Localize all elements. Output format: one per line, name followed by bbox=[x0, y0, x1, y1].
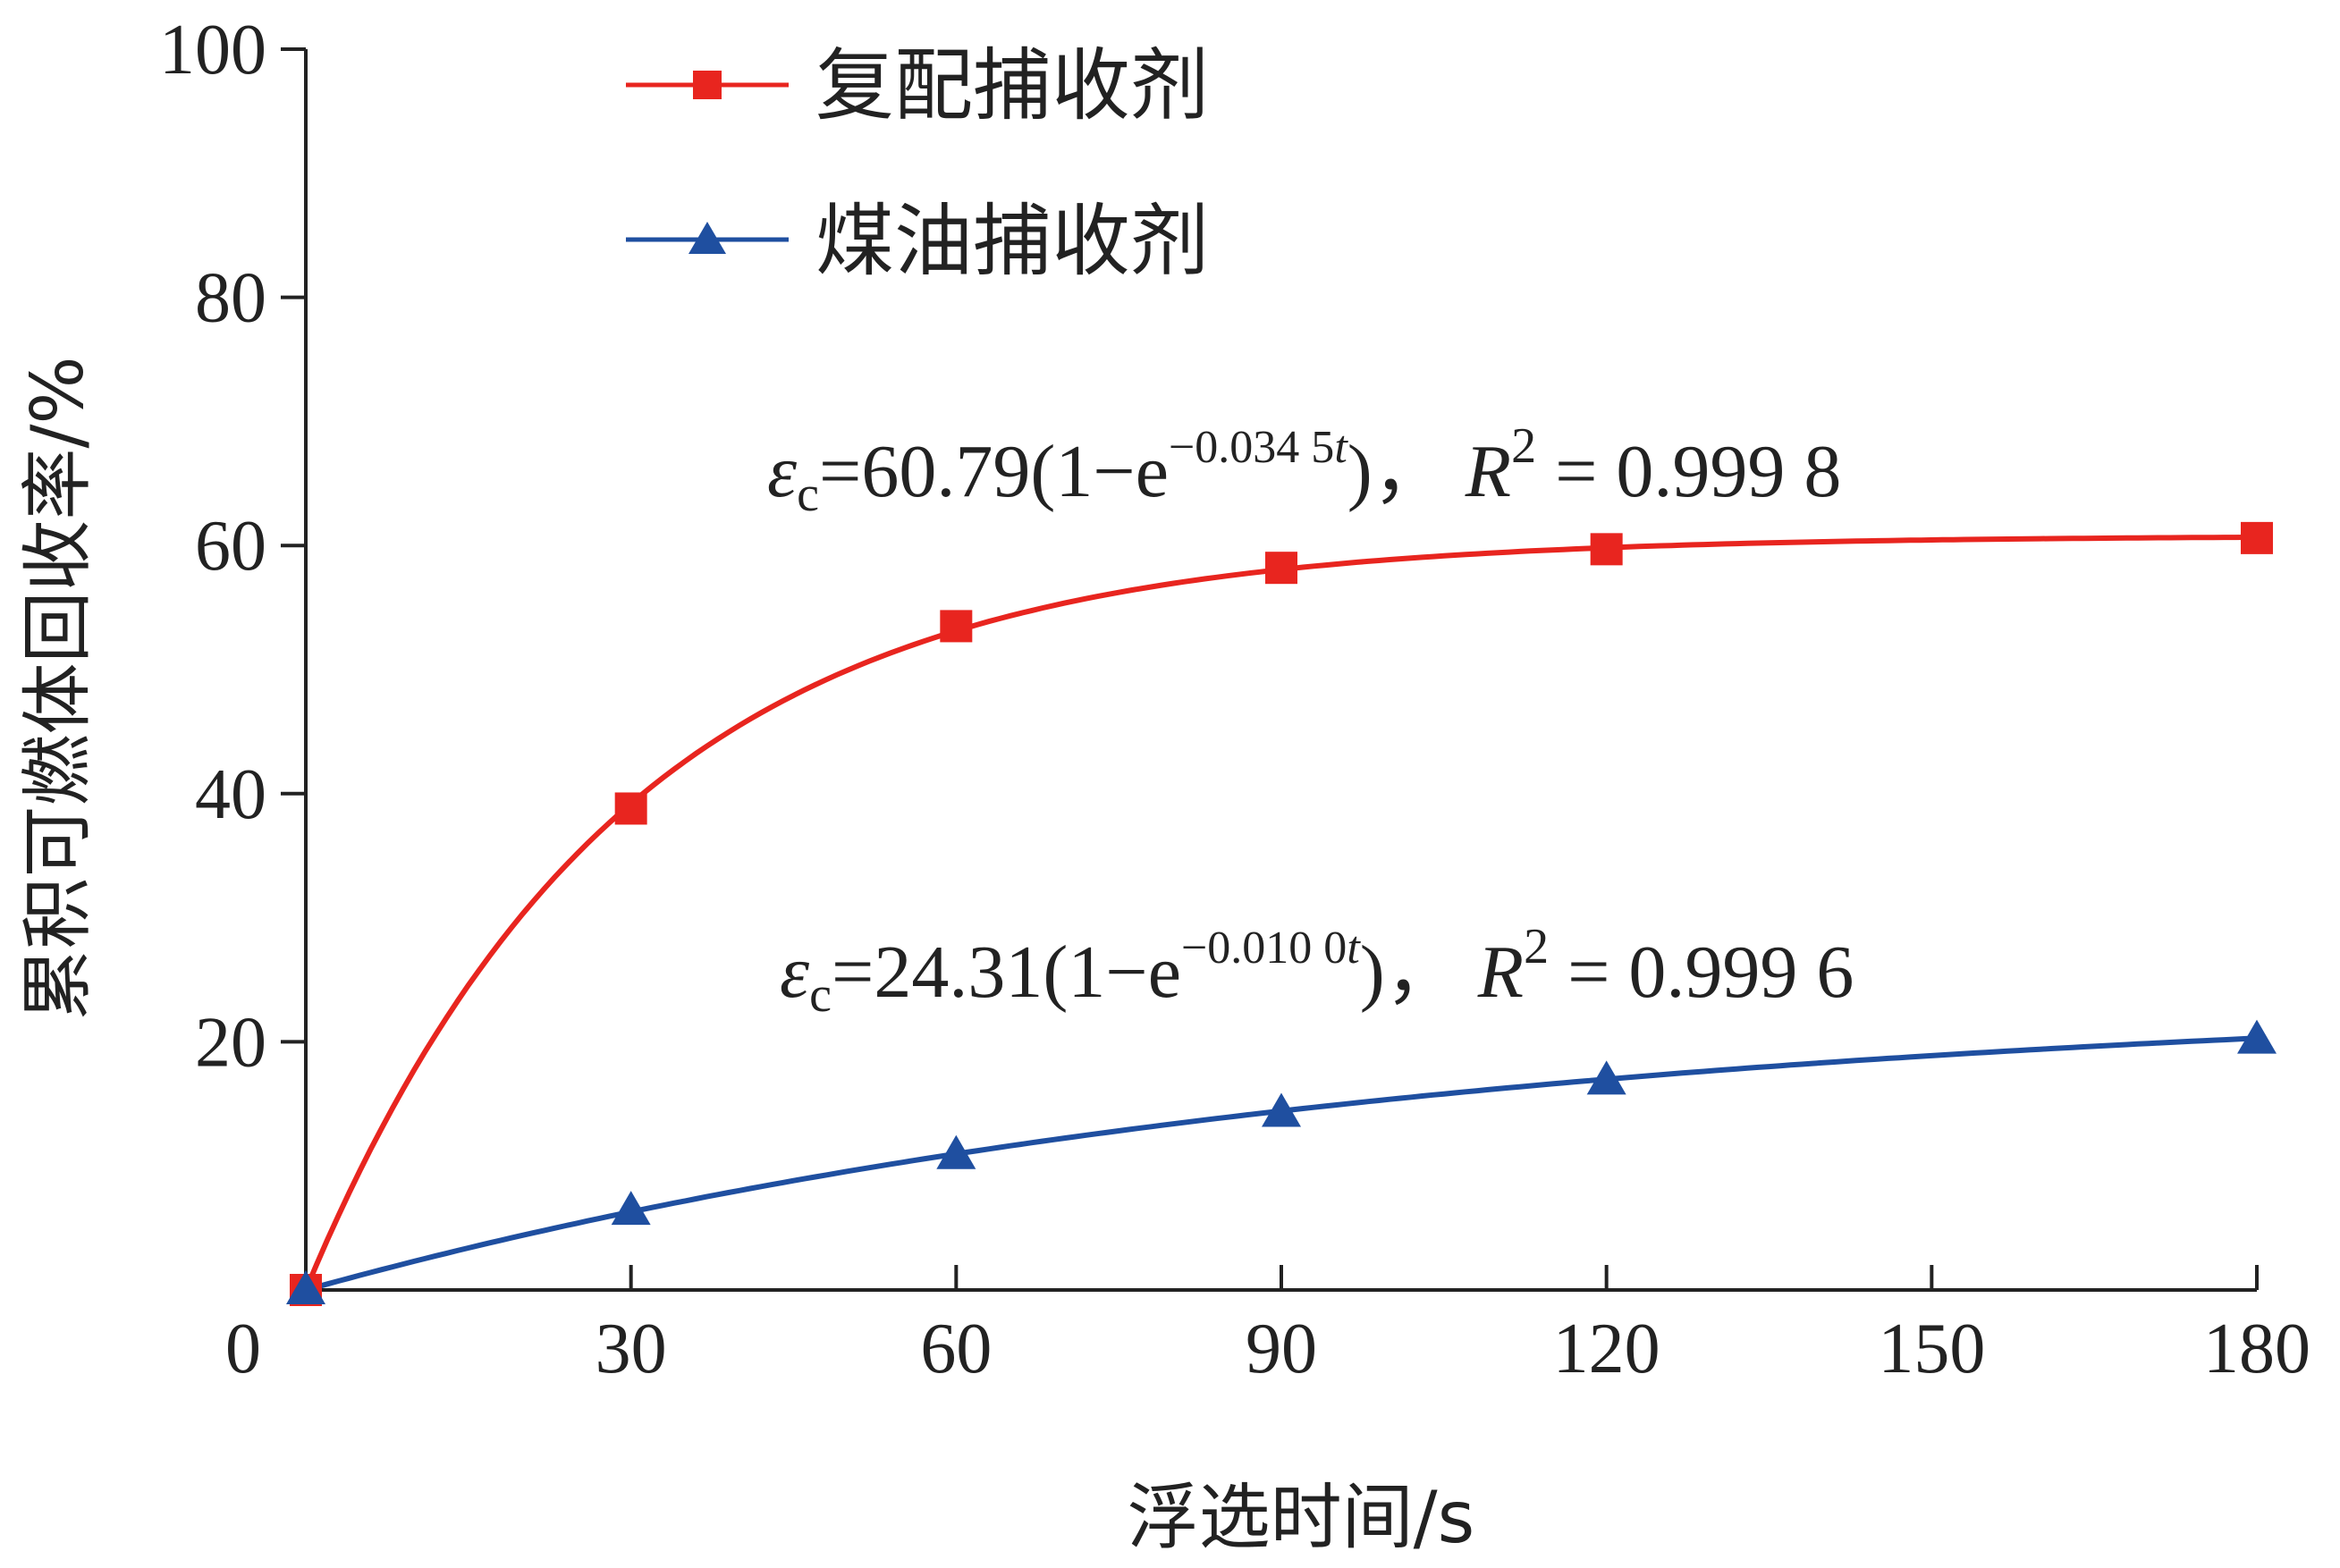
y-tick-label-60: 60 bbox=[195, 507, 266, 586]
eq-compound-exponent-var: t bbox=[1334, 422, 1348, 473]
data-markers bbox=[286, 521, 2277, 1306]
legend-entry-kerosene: 煤油捕收剂 bbox=[626, 195, 1209, 287]
eq-compound-r-value: = 0.999 8 bbox=[1536, 430, 1841, 513]
legend: 复配捕收剂 煤油捕收剂 bbox=[626, 39, 1209, 287]
y-tick-label-80: 80 bbox=[195, 259, 266, 338]
eq-compound-r-power: 2 bbox=[1511, 418, 1536, 474]
eq-compound-close: )， bbox=[1347, 430, 1448, 513]
point-0-2 bbox=[940, 610, 973, 643]
x-tick-label-90: 90 bbox=[1246, 1310, 1317, 1388]
equation-kerosene: εc=24.31(1−e−0.010 0t)， R2 = 0.999 6 bbox=[780, 919, 1854, 1023]
eq-kerosene-r: R bbox=[1477, 931, 1524, 1014]
point-1-0 bbox=[286, 1270, 325, 1304]
x-axis-title: 浮选时间/s bbox=[1128, 1476, 1475, 1559]
legend-entry-compound: 复配捕收剂 bbox=[626, 39, 1209, 131]
eq-kerosene-symbol: ε bbox=[780, 931, 810, 1014]
equation-compound: εc=60.79(1−e−0.034 5t)， R2 = 0.999 8 bbox=[767, 418, 1841, 522]
eq-compound-r: R bbox=[1465, 430, 1511, 513]
x-tick-label-120: 120 bbox=[1553, 1310, 1660, 1388]
x-tick-label-180: 180 bbox=[2203, 1310, 2310, 1388]
point-1-1 bbox=[611, 1191, 651, 1226]
eq-kerosene-exponent-var: t bbox=[1347, 923, 1361, 974]
eq-kerosene-subscript: c bbox=[809, 967, 832, 1023]
eq-compound-exponent: −0.034 5 bbox=[1169, 422, 1334, 473]
eq-compound-subscript: c bbox=[797, 467, 819, 522]
point-1-5 bbox=[2237, 1019, 2277, 1054]
point-0-1 bbox=[614, 792, 647, 825]
y-tick-label-40: 40 bbox=[195, 755, 266, 834]
fit-curves bbox=[303, 534, 2258, 1293]
legend-marker-kerosene bbox=[688, 222, 726, 254]
point-1-4 bbox=[1586, 1060, 1626, 1095]
origin-label: 0 bbox=[225, 1310, 261, 1388]
point-0-4 bbox=[1590, 533, 1623, 566]
point-0-3 bbox=[1265, 552, 1297, 585]
x-tick-label-150: 150 bbox=[1878, 1310, 1985, 1388]
fit-curve-0 bbox=[303, 534, 2258, 1292]
eq-compound-symbol: ε bbox=[767, 430, 798, 513]
eq-compound-main: =60.79(1−e bbox=[819, 430, 1169, 513]
eq-kerosene-main: =24.31(1−e bbox=[832, 931, 1181, 1014]
legend-label-kerosene: 煤油捕收剂 bbox=[815, 195, 1209, 287]
y-tick-label-20: 20 bbox=[195, 1003, 266, 1082]
point-1-3 bbox=[1262, 1092, 1301, 1127]
fit-curve-1 bbox=[305, 1035, 2258, 1293]
eq-kerosene-close: )， bbox=[1360, 931, 1460, 1014]
x-tick-label-60: 60 bbox=[920, 1310, 992, 1388]
eq-kerosene-r-value: = 0.999 6 bbox=[1549, 931, 1854, 1014]
eq-kerosene-r-power: 2 bbox=[1524, 919, 1549, 974]
legend-label-compound: 复配捕收剂 bbox=[815, 39, 1209, 131]
eq-kerosene-exponent: −0.010 0 bbox=[1181, 923, 1347, 974]
x-tick-label-30: 30 bbox=[596, 1310, 667, 1388]
y-axis-title: 累积可燃体回收率/% bbox=[16, 357, 99, 1021]
point-1-2 bbox=[936, 1134, 976, 1169]
point-0-5 bbox=[2241, 521, 2273, 554]
legend-marker-compound bbox=[693, 71, 722, 99]
y-tick-label-100: 100 bbox=[159, 11, 266, 89]
